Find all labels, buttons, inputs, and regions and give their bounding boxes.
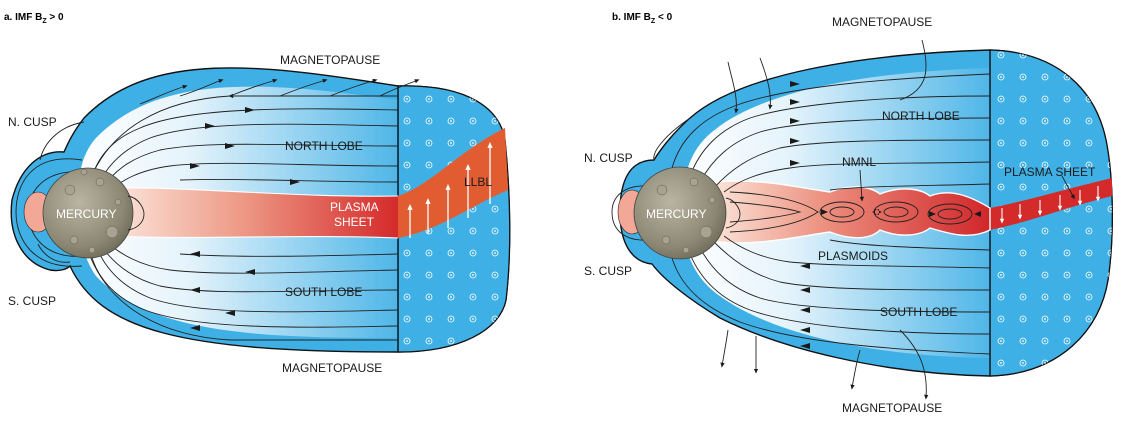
panel-b-plasma-flow-arrows [999, 186, 1101, 224]
panel-b-lobe-arrows [790, 81, 810, 349]
panel-b-north-lobe-label: NORTH LOBE [882, 109, 960, 123]
panel-b-south-lobe-label: SOUTH LOBE [880, 305, 957, 319]
panel-a-mercury-label: MERCURY [56, 207, 116, 221]
panel-b-magnetopause-top-label: MAGNETOPAUSE [832, 15, 932, 29]
panel-b: b. IMF BZ < 0 [584, 12, 1113, 415]
panel-a-plasma-flow-arrows [407, 142, 493, 238]
panel-b-nmnl-label: NMNL [842, 155, 876, 169]
panel-a-south-cusp-label: S. CUSP [8, 294, 56, 308]
panel-a-craters [56, 168, 122, 254]
panel-a-north-cusp-label: N. CUSP [8, 115, 57, 129]
panel-b-north-cusp-label: N. CUSP [584, 151, 633, 165]
panel-a-plasma-sheet-label-line2: SHEET [334, 215, 375, 229]
panel-a-plasma-sheet-label-line1: PLASMA [330, 200, 379, 214]
panel-a-plasma-sheet [112, 187, 398, 238]
panel-a-title: a. IMF BZ > 0 [4, 12, 64, 25]
panel-a-magnetopause-bottom-label: MAGNETOPAUSE [282, 361, 382, 375]
panel-a: a. IMF BZ > 0 [4, 12, 511, 375]
panel-a-magnetopause-top-label: MAGNETOPAUSE [280, 53, 380, 67]
panel-b-south-cusp-label: S. CUSP [584, 264, 632, 278]
panel-b-craters [646, 177, 716, 254]
panel-b-title: b. IMF BZ < 0 [612, 12, 673, 25]
panel-b-magnetopause-bottom-label: MAGNETOPAUSE [842, 401, 942, 415]
panel-b-reconnecting-field-lines [720, 39, 929, 400]
panel-b-mercury-label: MERCURY [646, 207, 706, 221]
panel-b-plasma-sheet-label: PLASMA SHEET [1004, 165, 1096, 179]
panel-a-llbl-label: LLBL [464, 175, 492, 189]
panel-a-south-lobe-label: SOUTH LOBE [285, 285, 362, 299]
panel-a-north-lobe-label: NORTH LOBE [285, 139, 363, 153]
panel-b-plasmoid-loops [729, 191, 973, 233]
panel-b-plasmoids-label: PLASMOIDS [818, 249, 888, 263]
